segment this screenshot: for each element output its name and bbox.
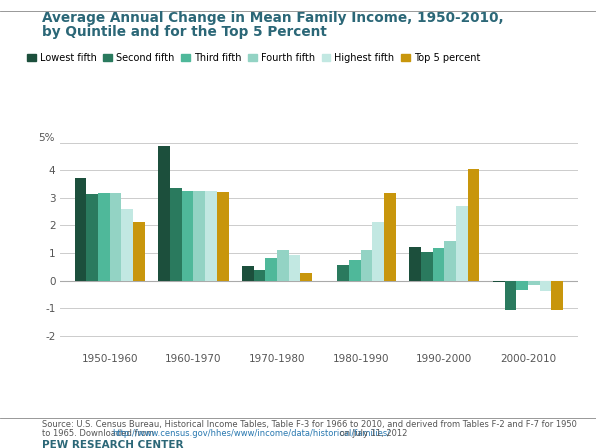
Bar	[217, 192, 228, 280]
Bar	[242, 266, 254, 280]
Text: 5%: 5%	[38, 133, 54, 142]
Bar	[170, 188, 182, 280]
Bar	[361, 250, 372, 280]
Bar	[265, 258, 277, 280]
Text: by Quintile and for the Top 5 Percent: by Quintile and for the Top 5 Percent	[42, 25, 327, 39]
Bar	[421, 252, 433, 280]
Bar	[539, 280, 551, 291]
Bar	[325, 280, 337, 281]
Text: to 1965. Downloaded from: to 1965. Downloaded from	[42, 429, 157, 438]
Bar	[337, 265, 349, 280]
Bar	[277, 250, 288, 280]
Bar	[205, 191, 217, 280]
Bar	[159, 146, 170, 280]
Bar	[456, 206, 468, 280]
Bar	[384, 193, 396, 280]
Bar	[86, 194, 98, 280]
Bar	[551, 280, 563, 310]
Text: PEW RESEARCH CENTER: PEW RESEARCH CENTER	[42, 440, 183, 448]
Bar	[98, 193, 110, 280]
Bar	[182, 191, 194, 280]
Bar	[528, 280, 539, 285]
Bar	[122, 209, 133, 280]
Bar	[133, 221, 145, 280]
Bar	[349, 260, 361, 280]
Bar	[433, 248, 444, 280]
Bar	[74, 178, 86, 280]
Bar	[493, 280, 505, 282]
Text: Source: U.S. Census Bureau, Historical Income Tables, Table F-3 for 1966 to 2010: Source: U.S. Census Bureau, Historical I…	[42, 420, 576, 429]
Bar	[444, 241, 456, 280]
Bar	[505, 280, 516, 310]
Text: Average Annual Change in Mean Family Income, 1950-2010,: Average Annual Change in Mean Family Inc…	[42, 11, 504, 25]
Bar	[288, 255, 300, 280]
Bar	[300, 273, 312, 280]
Bar	[254, 270, 265, 280]
Bar	[409, 247, 421, 280]
Legend: Lowest fifth, Second fifth, Third fifth, Fourth fifth, Highest fifth, Top 5 perc: Lowest fifth, Second fifth, Third fifth,…	[23, 49, 484, 67]
Text: on July 11, 2012: on July 11, 2012	[337, 429, 407, 438]
Text: http://www.census.gov/hhes/www/income/data/historical/families/: http://www.census.gov/hhes/www/income/da…	[113, 429, 391, 438]
Bar	[194, 191, 205, 280]
Bar	[372, 222, 384, 280]
Bar	[468, 168, 479, 280]
Bar	[516, 280, 528, 290]
Bar	[110, 193, 122, 280]
